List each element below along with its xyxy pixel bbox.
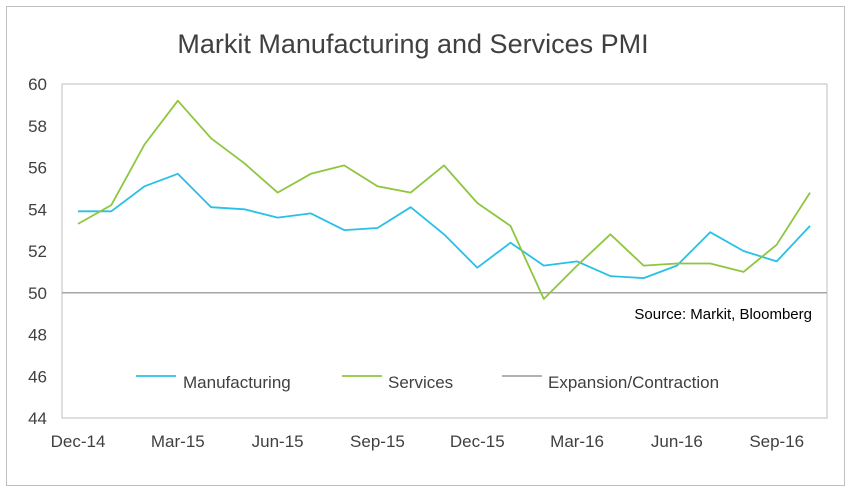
legend-item-manufacturing: Manufacturing [136,373,291,392]
x-tick-label: Jun-15 [252,432,304,451]
x-tick-label: Sep-15 [350,432,405,451]
series-lines [62,99,827,300]
plot-area [61,83,828,419]
x-axis-ticks: Dec-14 Mar-15 Jun-15 Sep-15 Dec-15 Mar-16 Jun-… [51,432,805,451]
legend-label: Manufacturing [183,373,291,392]
x-tick-label: Mar-16 [550,432,604,451]
legend-item-services: Services [342,373,453,392]
chart-frame [6,6,845,486]
x-tick-label: Sep-16 [749,432,804,451]
series-line-manufacturing [78,172,811,280]
series-line-services [77,99,811,300]
y-axis-ticks: 44 46 48 50 52 54 56 58 60 [28,75,47,428]
source-annotation: Source: Markit, Bloomberg [634,306,812,323]
x-tick-label: Dec-14 [51,432,106,451]
x-tick-label: Dec-15 [450,432,505,451]
y-tick-label: 56 [28,159,47,178]
y-tick-label: 46 [28,367,47,386]
y-tick-label: 44 [28,409,47,428]
y-tick-label: 54 [28,200,47,219]
legend-item-expansion-contraction: Expansion/Contraction [502,373,719,392]
y-tick-label: 48 [28,326,47,345]
legend-label: Expansion/Contraction [548,373,719,392]
legend: Manufacturing Services Expansion/Contracti… [136,373,719,392]
y-tick-label: 52 [28,242,47,261]
y-tick-label: 50 [28,284,47,303]
y-tick-label: 60 [28,75,47,94]
legend-label: Services [388,373,453,392]
x-tick-label: Mar-15 [151,432,205,451]
y-tick-label: 58 [28,117,47,136]
chart-title: Markit Manufacturing and Services PMI [177,29,648,59]
x-tick-label: Jun-16 [651,432,703,451]
